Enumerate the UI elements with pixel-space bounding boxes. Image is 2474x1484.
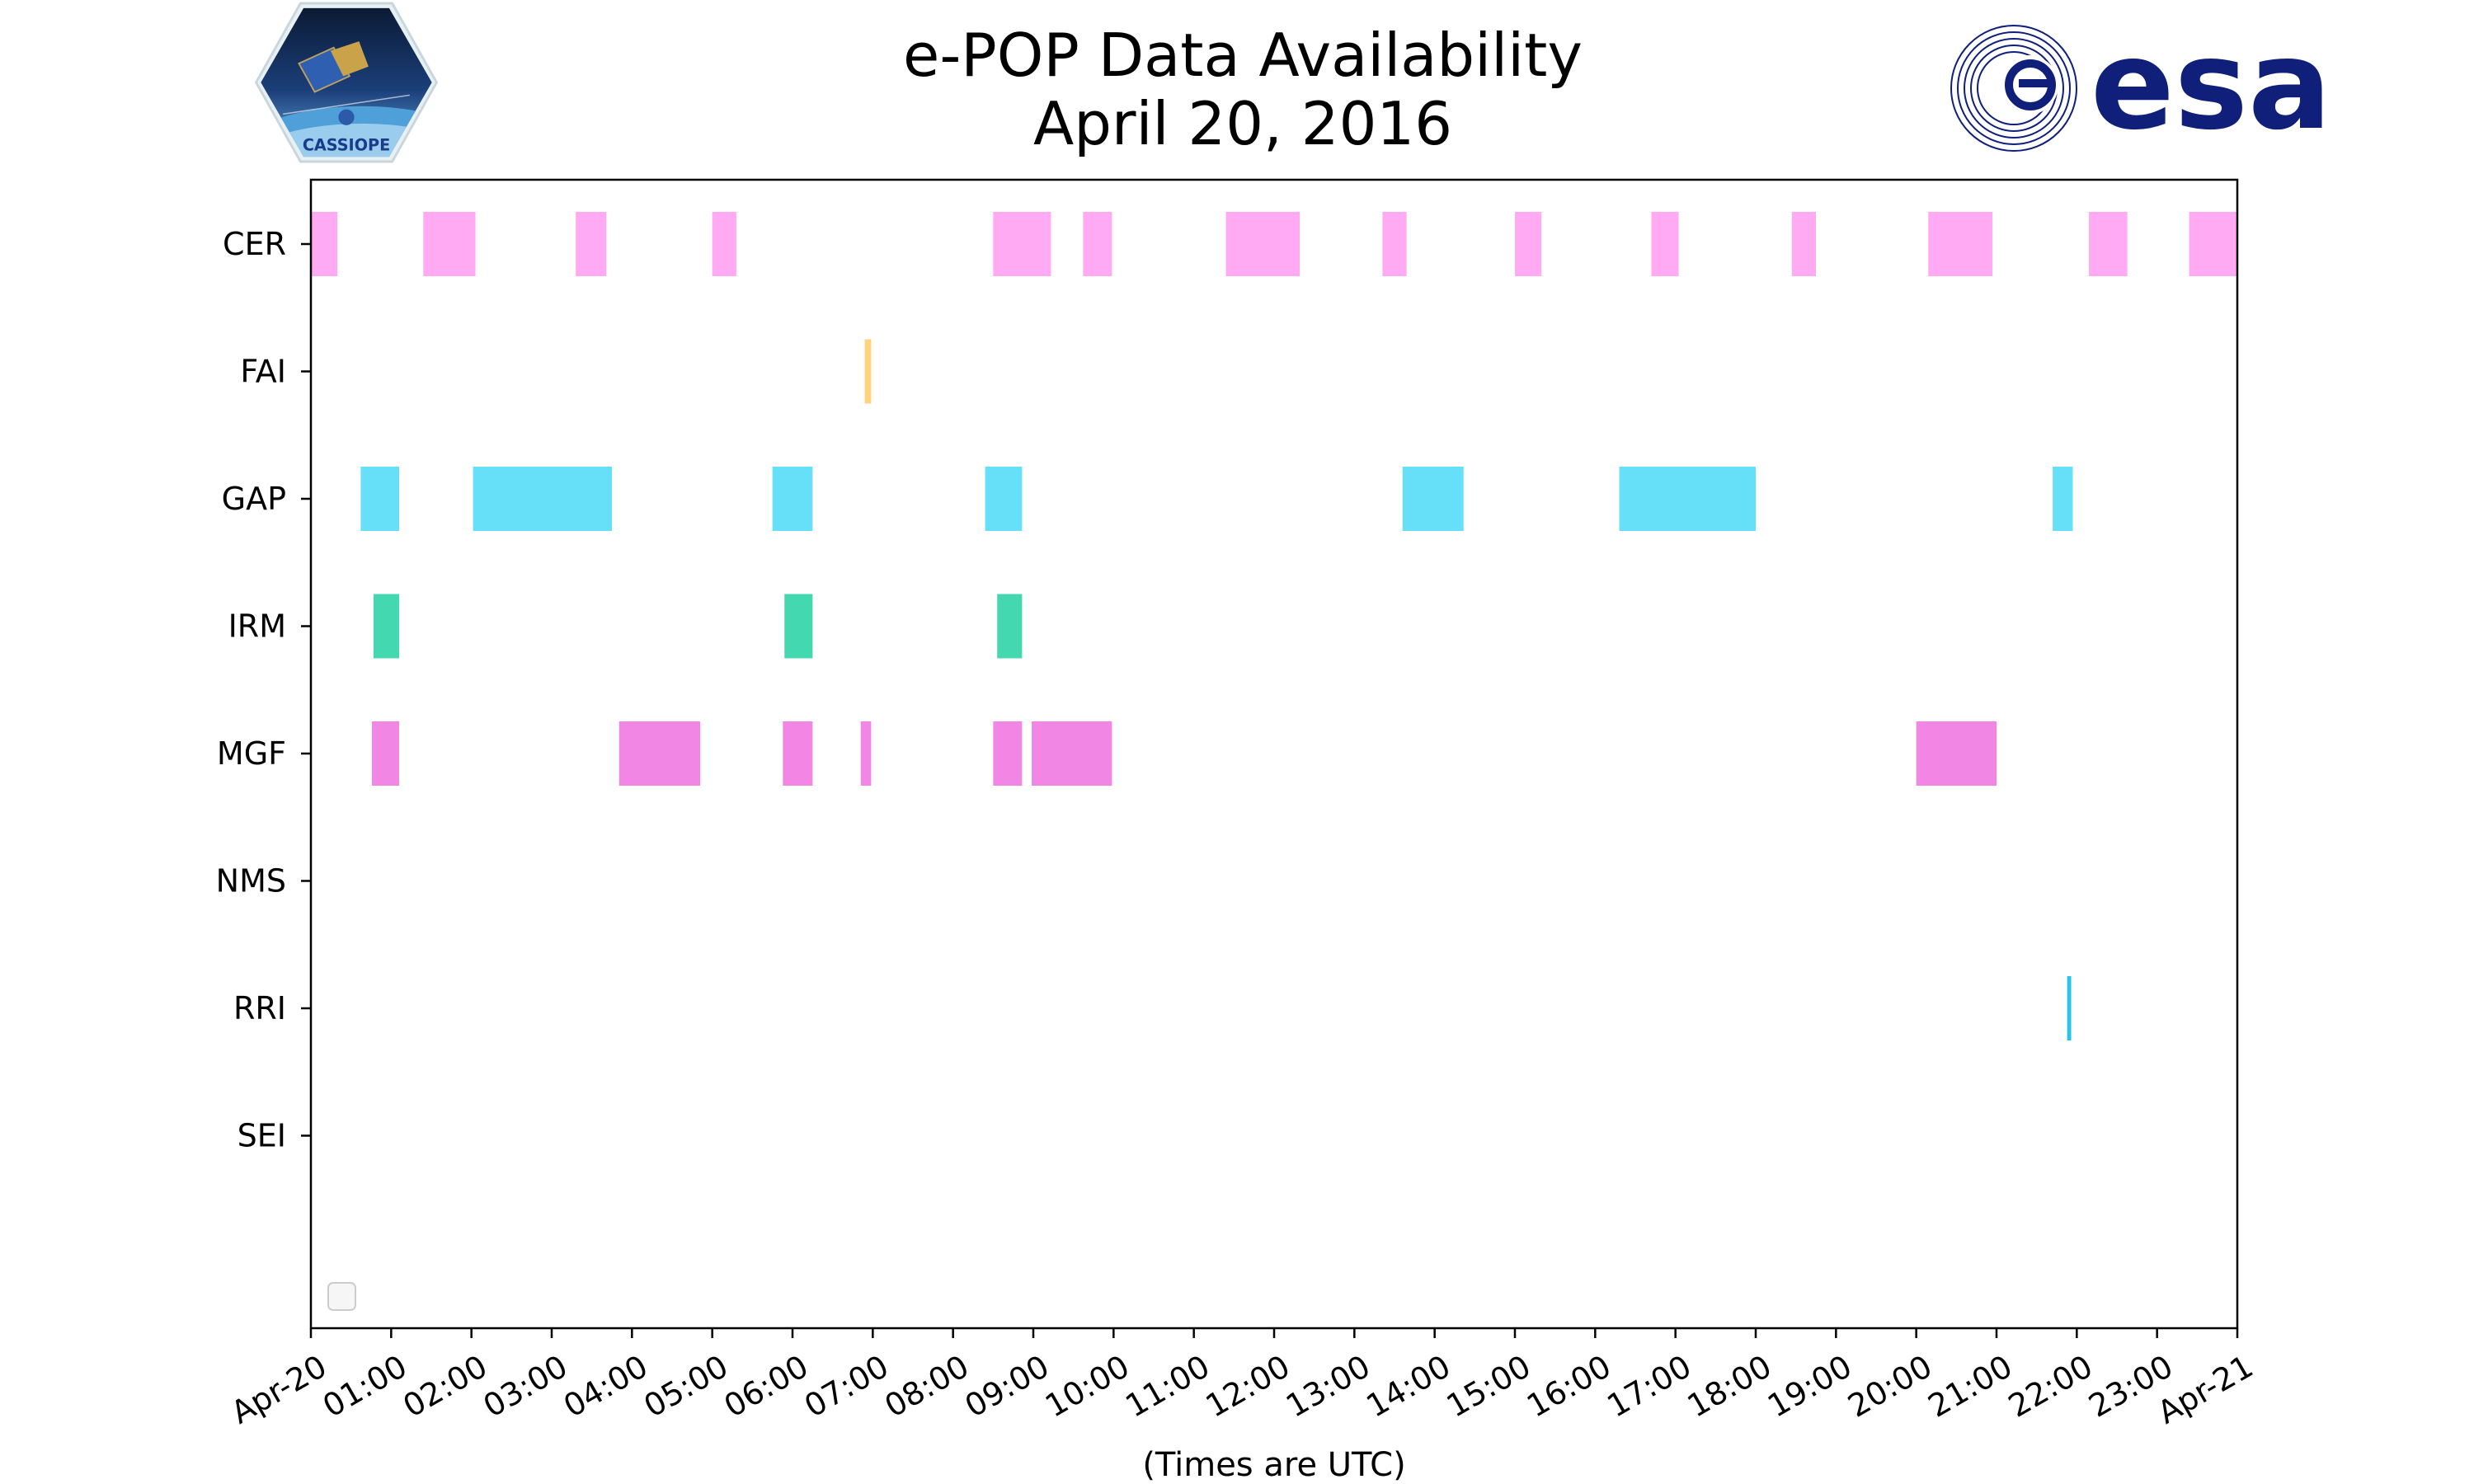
bar-gap-4 bbox=[1402, 467, 1464, 531]
cassiope-logo: CASSIOPE bbox=[254, 2, 439, 163]
x-tick-label-13: 13:00 bbox=[1280, 1348, 1376, 1425]
y-tick-label-sei: SEI bbox=[238, 1118, 286, 1154]
y-tick-label-gap: GAP bbox=[222, 481, 286, 517]
bar-gap-1 bbox=[473, 467, 612, 531]
timeline-bars bbox=[311, 212, 2237, 1040]
bar-cer-9 bbox=[1651, 212, 1679, 276]
bar-cer-7 bbox=[1382, 212, 1407, 276]
legend-box bbox=[327, 1282, 356, 1311]
cassiope-logo-text: CASSIOPE bbox=[303, 136, 390, 155]
bar-cer-13 bbox=[2189, 212, 2237, 276]
esa-logo: esa bbox=[1950, 14, 2331, 157]
chart-title-line2: April 20, 2016 bbox=[1033, 89, 1452, 158]
bar-cer-3 bbox=[712, 212, 736, 276]
x-tick-label-6: 06:00 bbox=[718, 1348, 815, 1425]
y-axis: CER FAI GAP IRM MGF NMS RRI SEI bbox=[216, 226, 311, 1154]
x-tick-label-12: 12:00 bbox=[1200, 1348, 1296, 1425]
x-tick-label-10: 10:00 bbox=[1039, 1348, 1136, 1425]
x-tick-label-0: Apr-20 bbox=[225, 1348, 333, 1431]
esa-logo-text: esa bbox=[2091, 14, 2331, 157]
bar-cer-1 bbox=[423, 212, 476, 276]
x-tick-label-20: 20:00 bbox=[1841, 1348, 1938, 1425]
bar-irm-1 bbox=[784, 594, 813, 659]
x-tick-label-7: 07:00 bbox=[798, 1348, 895, 1425]
bar-mgf-5 bbox=[1032, 721, 1112, 786]
esa-swirl-icon bbox=[1950, 25, 2077, 152]
bar-gap-6 bbox=[2053, 467, 2073, 531]
bar-mgf-2 bbox=[783, 721, 813, 786]
bar-cer-8 bbox=[1515, 212, 1542, 276]
bar-cer-12 bbox=[2088, 212, 2128, 276]
y-tick-label-irm: IRM bbox=[228, 608, 286, 645]
x-tick-label-3: 03:00 bbox=[477, 1348, 574, 1425]
x-axis: Apr-2001:0002:0003:0004:0005:0006:0007:0… bbox=[225, 1328, 2260, 1431]
x-tick-label-18: 18:00 bbox=[1681, 1348, 1778, 1425]
x-tick-label-17: 17:00 bbox=[1601, 1348, 1697, 1425]
bar-irm-2 bbox=[997, 594, 1023, 659]
y-tick-label-fai: FAI bbox=[240, 354, 286, 390]
bar-cer-11 bbox=[1928, 212, 1993, 276]
x-tick-label-14: 14:00 bbox=[1360, 1348, 1456, 1425]
x-axis-label: (Times are UTC) bbox=[1142, 1446, 1405, 1484]
x-tick-label-1: 01:00 bbox=[317, 1348, 413, 1425]
bar-mgf-0 bbox=[371, 721, 400, 786]
x-tick-label-11: 11:00 bbox=[1119, 1348, 1216, 1425]
bar-irm-0 bbox=[373, 594, 400, 659]
y-tick-label-mgf: MGF bbox=[217, 735, 286, 772]
bar-cer-6 bbox=[1225, 212, 1300, 276]
x-tick-label-16: 16:00 bbox=[1521, 1348, 1617, 1425]
bar-cer-5 bbox=[1083, 212, 1112, 276]
bar-mgf-3 bbox=[860, 721, 872, 786]
x-tick-label-8: 08:00 bbox=[878, 1348, 975, 1425]
x-tick-label-21: 21:00 bbox=[1922, 1348, 2019, 1425]
bar-cer-10 bbox=[1791, 212, 1816, 276]
x-tick-label-15: 15:00 bbox=[1441, 1348, 1537, 1425]
bar-gap-5 bbox=[1619, 467, 1756, 531]
bar-cer-2 bbox=[576, 212, 607, 276]
bar-cer-0 bbox=[311, 212, 338, 276]
x-tick-label-5: 05:00 bbox=[637, 1348, 734, 1425]
bar-mgf-1 bbox=[618, 721, 701, 786]
bar-mgf-4 bbox=[993, 721, 1023, 786]
bar-cer-4 bbox=[993, 212, 1051, 276]
bar-gap-3 bbox=[985, 467, 1023, 531]
bar-mgf-6 bbox=[1916, 721, 1997, 786]
x-tick-label-22: 22:00 bbox=[2002, 1348, 2099, 1425]
chart-title-line1: e-POP Data Availability bbox=[903, 21, 1583, 90]
x-tick-label-19: 19:00 bbox=[1761, 1348, 1858, 1425]
x-tick-label-9: 09:00 bbox=[959, 1348, 1056, 1425]
y-tick-label-nms: NMS bbox=[216, 863, 286, 899]
y-tick-label-rri: RRI bbox=[233, 990, 286, 1026]
bar-fai-0 bbox=[864, 339, 872, 404]
x-tick-label-2: 02:00 bbox=[397, 1348, 493, 1425]
bar-gap-0 bbox=[360, 467, 400, 531]
x-tick-label-4: 04:00 bbox=[557, 1348, 654, 1425]
bar-rri-0 bbox=[2067, 976, 2072, 1040]
bar-gap-2 bbox=[772, 467, 813, 531]
y-tick-label-cer: CER bbox=[223, 226, 286, 262]
